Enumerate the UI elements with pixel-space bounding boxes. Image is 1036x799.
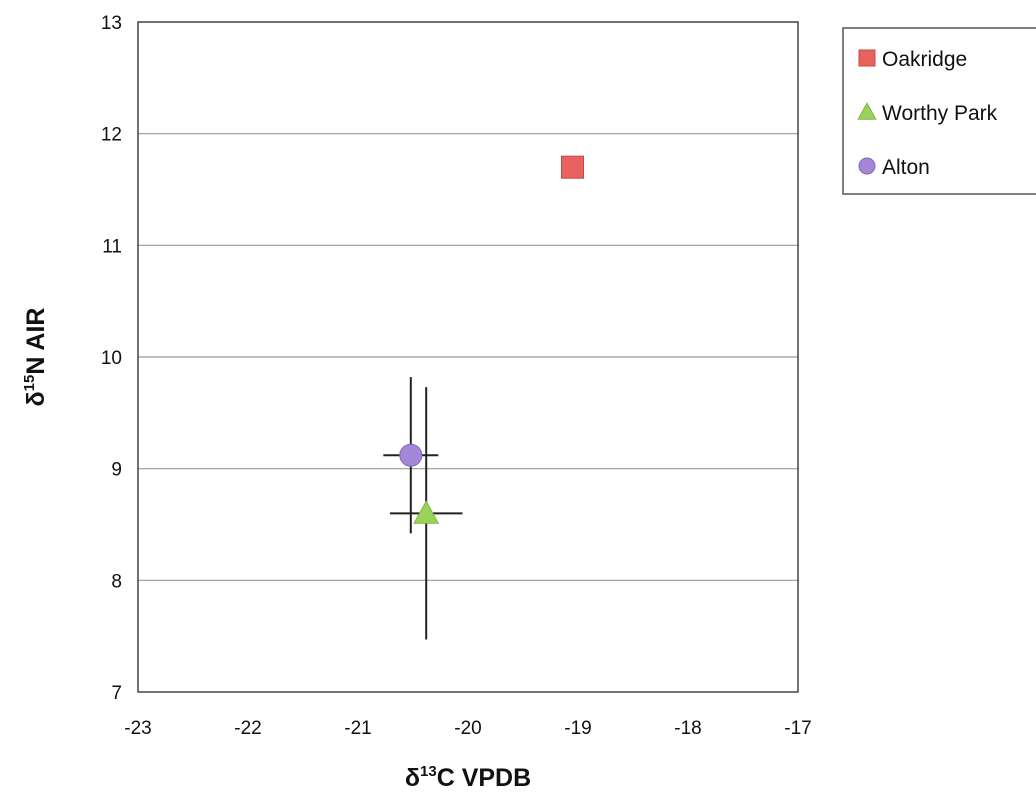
data-point-alton — [399, 443, 423, 467]
legend-label-worthy-park: Worthy Park — [882, 102, 998, 125]
y-axis-tick-labels: 7 8 9 10 11 12 13 — [101, 13, 122, 704]
legend-marker-worthy-park — [857, 102, 877, 120]
x-axis-title-main: C VPDB — [437, 764, 531, 792]
x-tick-label: -18 — [674, 718, 701, 739]
gridlines — [138, 133, 798, 581]
x-tick-label: -22 — [234, 718, 261, 739]
plot-area-frame — [137, 21, 799, 693]
legend-marker-oakridge — [858, 49, 876, 67]
y-axis-title-main: N AIR — [22, 308, 50, 375]
y-axis-title: δ15N AIR — [21, 308, 50, 407]
x-tick-label: -23 — [124, 718, 151, 739]
data-points — [399, 155, 584, 524]
x-tick-label: -17 — [784, 718, 811, 739]
x-tick-label: -20 — [454, 718, 481, 739]
y-tick-label: 12 — [101, 125, 122, 146]
y-tick-label: 13 — [101, 13, 122, 34]
x-axis-title: δ13C VPDB — [405, 763, 531, 792]
data-point-worthy-park — [413, 500, 440, 524]
data-point-oakridge — [561, 155, 584, 179]
y-tick-label: 9 — [111, 460, 122, 481]
x-tick-label: -19 — [564, 718, 591, 739]
x-tick-label: -21 — [344, 718, 371, 739]
x-axis-tick-labels: -23 -22 -21 -20 -19 -18 -17 — [124, 718, 811, 739]
legend-label-alton: Alton — [882, 156, 930, 179]
y-tick-label: 8 — [111, 571, 122, 592]
x-axis-title-superscript: 13 — [420, 763, 437, 780]
y-axis-title-superscript: 15 — [21, 375, 38, 392]
y-tick-label: 10 — [101, 348, 122, 369]
y-tick-label: 11 — [102, 236, 122, 257]
legend-label-oakridge: Oakridge — [882, 48, 967, 71]
x-axis-title-prefix: δ — [405, 764, 420, 792]
legend-marker-alton — [858, 157, 876, 175]
y-axis-title-prefix: δ — [22, 391, 50, 406]
y-tick-label: 7 — [111, 683, 122, 704]
legend: Oakridge Worthy Park Alton — [842, 27, 1036, 195]
